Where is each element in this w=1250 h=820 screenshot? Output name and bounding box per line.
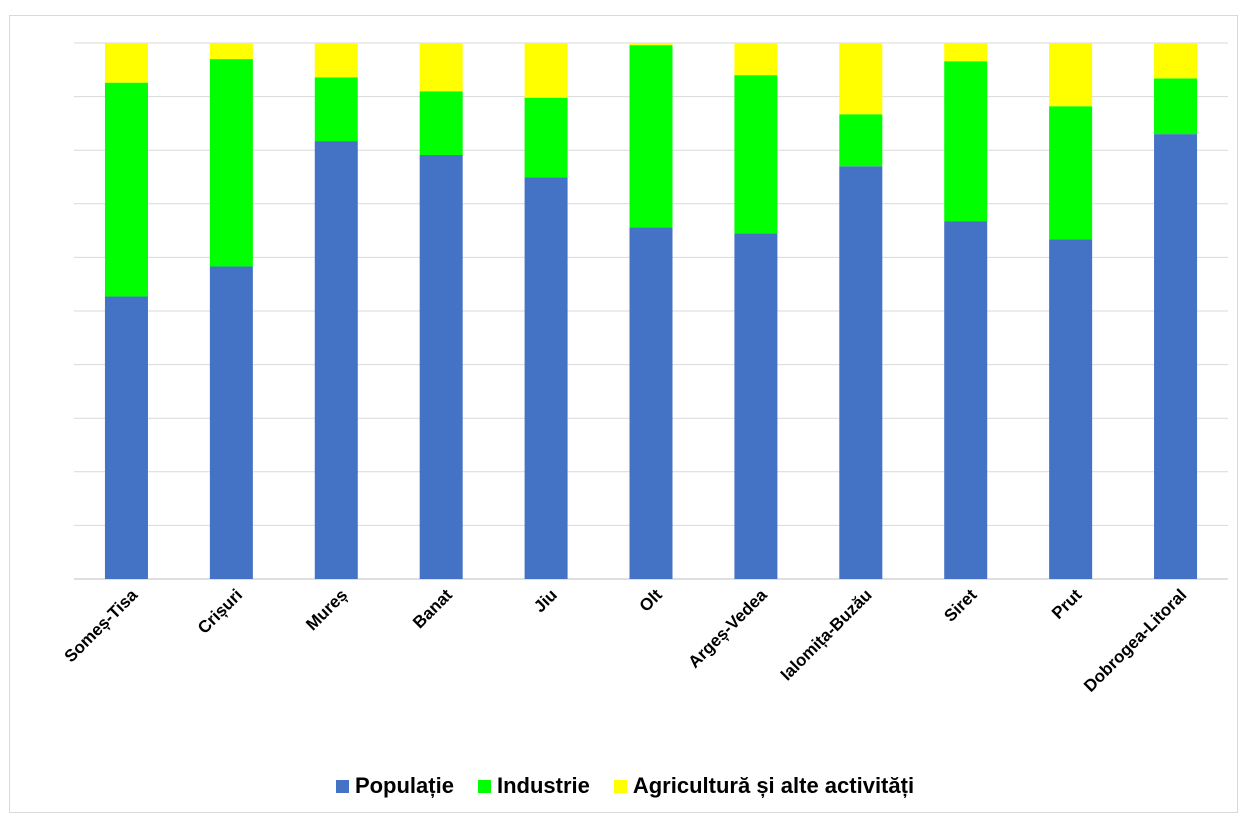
bar-agricultura-3 [419, 43, 463, 92]
bar-industrie-0 [104, 82, 148, 297]
x-tick-label: Prut [1048, 585, 1086, 623]
bar-industrie-1 [209, 59, 253, 267]
x-tick-label: Mureș [302, 585, 351, 634]
x-tick-label: Banat [409, 585, 456, 632]
bar-populatie-1 [209, 266, 253, 579]
bar-agricultura-10 [1154, 43, 1198, 79]
bar-industrie-2 [314, 77, 358, 142]
bar-agricultura-7 [839, 43, 883, 115]
bar-populatie-0 [104, 296, 148, 579]
bar-agricultura-9 [1049, 43, 1093, 107]
bar-industrie-7 [839, 114, 883, 167]
bar-industrie-5 [629, 45, 673, 228]
bar-agricultura-1 [209, 43, 253, 60]
bar-populatie-7 [839, 166, 883, 579]
bar-populatie-5 [629, 227, 673, 579]
bar-industrie-6 [734, 75, 778, 234]
bar-industrie-9 [1049, 106, 1093, 240]
x-tick-label: Ialomița-Buzău [777, 585, 876, 684]
bar-agricultura-8 [944, 43, 988, 62]
legend-swatch-agricultura [613, 779, 627, 793]
x-tick-label: Argeș-Vedea [684, 585, 771, 672]
bar-agricultura-0 [104, 43, 148, 83]
x-tick-label: Siret [940, 585, 980, 625]
legend-swatch-populatie [335, 779, 349, 793]
legend-label-populatie: Populație [354, 773, 454, 798]
legend-item-populatie: Populație [335, 773, 454, 799]
bar-industrie-4 [524, 97, 568, 178]
legend-label-agricultura: Agricultură și alte activități [632, 773, 915, 798]
x-tick-label: Dobrogea-Litoral [1080, 585, 1190, 695]
bar-populatie-2 [314, 141, 358, 579]
bar-populatie-4 [524, 177, 568, 579]
bar-industrie-3 [419, 91, 463, 156]
bar-agricultura-4 [524, 43, 568, 98]
legend-item-agricultura: Agricultură și alte activități [613, 773, 915, 799]
bars [104, 43, 1198, 580]
bar-agricultura-5 [629, 43, 673, 46]
x-tick-labels: Someș-Tisa Crișuri Mureș Banat Jiu Olt Argeș-V… [61, 585, 1191, 696]
bar-populatie-3 [419, 155, 463, 580]
x-tick-label: Olt [636, 585, 666, 615]
x-tick-label: Crișuri [194, 585, 246, 637]
bar-populatie-9 [1049, 239, 1093, 579]
bar-agricultura-2 [314, 43, 358, 78]
x-tick-label: Someș-Tisa [61, 585, 142, 666]
legend-label-industrie: Industrie [496, 773, 590, 798]
bar-populatie-6 [734, 233, 778, 579]
x-tick-label: Jiu [530, 585, 561, 616]
bar-populatie-8 [944, 221, 988, 579]
legend-item-industrie: Industrie [477, 773, 590, 799]
bar-populatie-10 [1154, 134, 1198, 579]
legend: Populație Industrie Agricultură și alte … [0, 766, 1250, 806]
bar-industrie-10 [1154, 78, 1198, 135]
bar-industrie-8 [944, 61, 988, 222]
bar-agricultura-6 [734, 43, 778, 76]
legend-swatch-industrie [477, 779, 491, 793]
